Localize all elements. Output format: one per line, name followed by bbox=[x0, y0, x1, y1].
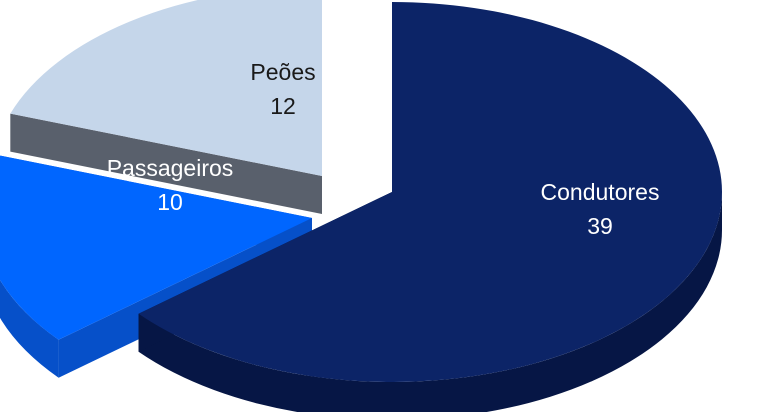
slice-wall bbox=[10, 113, 323, 214]
slice-side bbox=[138, 192, 722, 412]
slice-value-condutores: 39 bbox=[587, 213, 613, 239]
slice-top bbox=[10, 0, 322, 176]
pie-slices bbox=[0, 0, 722, 412]
slice-top bbox=[138, 2, 722, 382]
slice-top bbox=[0, 155, 312, 340]
slice-side bbox=[0, 279, 59, 378]
slice-label-condutores: Condutores bbox=[541, 179, 660, 205]
pie-slice-condutores bbox=[138, 2, 722, 412]
pie-slice-pe-es bbox=[10, 0, 323, 214]
slice-label-pe-es: Peões bbox=[250, 59, 315, 85]
slice-label-passageiros: Passageiros bbox=[107, 155, 234, 181]
pie-labels: Condutores 39 Passageiros 10 Peões 12 bbox=[107, 59, 660, 239]
slice-value-pe-es: 12 bbox=[270, 93, 296, 119]
slice-value-passageiros: 10 bbox=[157, 189, 183, 215]
